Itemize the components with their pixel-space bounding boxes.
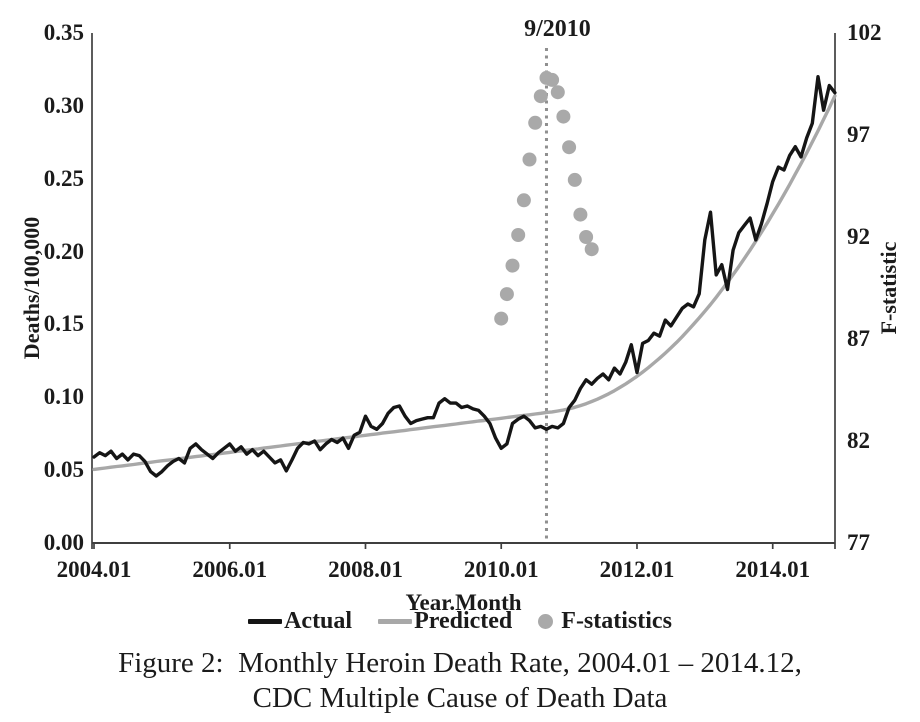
x-tick-label: 2006.01 bbox=[192, 557, 268, 582]
x-axis-title: Year.Month bbox=[405, 590, 522, 615]
y-right-tick-label: 97 bbox=[847, 122, 870, 147]
y-right-tick-label: 77 bbox=[847, 530, 870, 555]
y-left-tick-label: 0.05 bbox=[43, 457, 84, 483]
y-left-tick-label: 0.30 bbox=[43, 92, 84, 118]
f-stat-dot bbox=[567, 172, 582, 187]
y-right-tick-label: 87 bbox=[847, 326, 870, 351]
f-stat-dot bbox=[516, 193, 531, 208]
y-left-tick-label: 0.35 bbox=[43, 20, 84, 45]
f-stat-dot bbox=[528, 115, 543, 130]
y-left-tick-label: 0.10 bbox=[43, 384, 84, 410]
f-stat-dot bbox=[494, 311, 509, 326]
actual-line-marker-icon bbox=[248, 619, 283, 624]
x-tick-label: 2004.01 bbox=[56, 557, 132, 582]
break-date-label: 9/2010 bbox=[524, 16, 591, 42]
y-left-tick-label: 0.20 bbox=[43, 238, 84, 264]
f-stat-dot bbox=[556, 109, 571, 124]
f-stat-dot bbox=[584, 242, 599, 257]
figure-caption-line1: Figure 2: Monthly Heroin Death Rate, 200… bbox=[118, 647, 802, 679]
f-stat-dot bbox=[499, 287, 514, 302]
y-right-tick-label: 102 bbox=[847, 20, 882, 45]
legend-item-actual: Actual bbox=[248, 608, 352, 635]
x-tick-label: 2008.01 bbox=[328, 557, 403, 582]
x-tick-label: 2010.01 bbox=[463, 557, 539, 582]
f-stat-dot bbox=[533, 89, 548, 104]
f-stat-dot bbox=[545, 72, 560, 87]
y-right-tick-label: 92 bbox=[847, 224, 870, 249]
legend-label-predicted: Predicted bbox=[414, 608, 513, 634]
legend-item-predicted: Predicted bbox=[378, 608, 512, 635]
legend-label-actual: Actual bbox=[284, 608, 353, 634]
legend: Actual Predicted F-statistics bbox=[0, 608, 920, 635]
f-stat-dot bbox=[522, 152, 537, 167]
legend-label-fstatistics: F-statistics bbox=[561, 608, 672, 634]
f-stat-dot bbox=[573, 207, 588, 222]
y-left-tick-label: 0.00 bbox=[43, 530, 84, 555]
figure-caption-line2: CDC Multiple Cause of Death Data bbox=[252, 682, 668, 714]
y-axis-left-title: Deaths/100,000 bbox=[19, 216, 44, 360]
y-left-tick-label: 0.25 bbox=[43, 165, 84, 191]
f-stat-dot bbox=[579, 230, 594, 244]
f-statistics-dot-marker-icon bbox=[538, 614, 554, 629]
y-right-tick-label: 82 bbox=[847, 428, 870, 453]
y-axis-right-title: F-statistic bbox=[876, 241, 901, 335]
y-left-tick-label: 0.15 bbox=[43, 311, 84, 337]
x-tick-label: 2014.01 bbox=[735, 557, 811, 582]
f-stat-dot bbox=[550, 85, 565, 100]
legend-item-fstatistics: F-statistics bbox=[538, 608, 672, 635]
actual-line bbox=[92, 74, 837, 478]
f-stat-dot bbox=[505, 258, 520, 273]
predicted-line bbox=[92, 94, 837, 472]
predicted-line-marker-icon bbox=[378, 619, 413, 624]
f-stat-dot bbox=[511, 228, 526, 242]
x-tick-label: 2012.01 bbox=[599, 557, 675, 582]
f-stat-dot bbox=[562, 140, 577, 155]
